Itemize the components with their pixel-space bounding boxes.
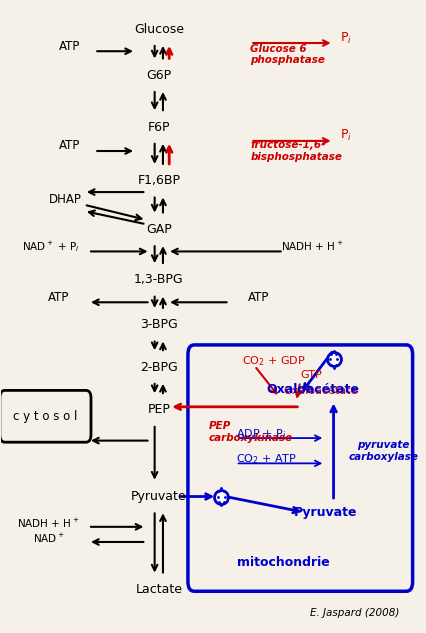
FancyBboxPatch shape <box>0 391 91 442</box>
Text: F1,6BP: F1,6BP <box>137 174 180 187</box>
Text: GAP: GAP <box>146 223 172 236</box>
Text: PEP: PEP <box>147 403 170 417</box>
Text: CO$_2$ + ATP: CO$_2$ + ATP <box>236 453 297 467</box>
Text: E. Jaspard (2008): E. Jaspard (2008) <box>310 608 399 618</box>
FancyBboxPatch shape <box>188 345 413 591</box>
Text: fructose-1,6-
bisphosphatase: fructose-1,6- bisphosphatase <box>250 141 342 162</box>
Text: ATP: ATP <box>48 429 69 442</box>
Text: DHAP: DHAP <box>49 193 82 206</box>
Text: NADH + H$^+$: NADH + H$^+$ <box>17 517 80 530</box>
Text: PEP: PEP <box>209 421 231 431</box>
Text: 1,3-BPG: 1,3-BPG <box>134 273 184 286</box>
Text: carboxykinase: carboxykinase <box>209 434 293 443</box>
Text: ATP: ATP <box>248 291 269 304</box>
Text: CO$_2$ + GDP: CO$_2$ + GDP <box>242 354 306 368</box>
Text: ATP: ATP <box>59 139 80 153</box>
Text: NAD$^+$: NAD$^+$ <box>33 532 64 545</box>
Text: ADP + P$_i$: ADP + P$_i$ <box>236 427 286 441</box>
Text: Pyruvate: Pyruvate <box>294 506 357 519</box>
Text: Glucose 6
phosphatase: Glucose 6 phosphatase <box>250 44 325 65</box>
Text: c y t o s o l: c y t o s o l <box>13 410 78 423</box>
Text: pyruvate
carboxylase: pyruvate carboxylase <box>348 440 418 461</box>
Text: Oxaloacétate: Oxaloacétate <box>266 382 359 396</box>
Text: NADH + H$^+$: NADH + H$^+$ <box>282 240 344 253</box>
Text: GTP: GTP <box>300 370 322 380</box>
Text: mitochondrie: mitochondrie <box>237 556 330 569</box>
Text: Glucose: Glucose <box>134 23 184 35</box>
Text: P$_i$: P$_i$ <box>340 30 352 46</box>
Text: F6P: F6P <box>147 120 170 134</box>
Text: 2-BPG: 2-BPG <box>140 361 178 373</box>
Text: Lactate: Lactate <box>135 583 182 596</box>
Text: Oxaloacétate: Oxaloacétate <box>284 386 358 396</box>
Text: Pyruvate: Pyruvate <box>131 490 187 503</box>
Text: ATP: ATP <box>59 40 80 53</box>
Text: 3-BPG: 3-BPG <box>140 318 178 331</box>
Text: ATP: ATP <box>48 291 69 304</box>
Text: NAD$^+$ + P$_i$: NAD$^+$ + P$_i$ <box>22 239 80 254</box>
Text: P$_i$: P$_i$ <box>340 128 352 144</box>
Text: G6P: G6P <box>146 69 171 82</box>
